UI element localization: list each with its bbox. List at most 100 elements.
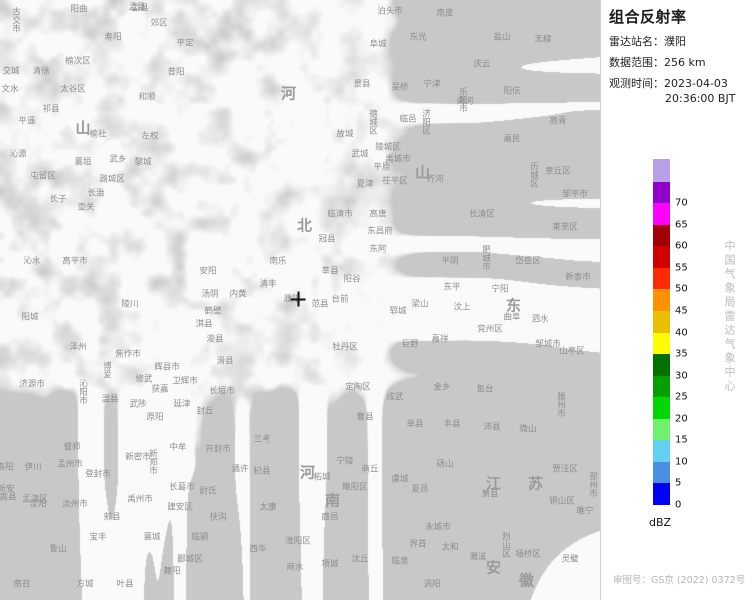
- map-place-label: 项城: [321, 559, 339, 570]
- map-place-label: 山亭区: [559, 346, 585, 357]
- map-place-label: 东昌府: [367, 226, 393, 237]
- map-place-label: 禹城市: [385, 154, 411, 165]
- colorbar-segment: [653, 396, 670, 419]
- map-place-label: 柘城: [313, 472, 331, 483]
- map-place-label: 界首: [409, 539, 427, 550]
- map-place-label: 莱芜区: [552, 222, 578, 233]
- map-place-label: 范县: [311, 299, 329, 310]
- map-place-label: 方城: [76, 579, 94, 590]
- colorbar-segment: [653, 461, 670, 484]
- map-place-label: 榆社: [89, 129, 107, 140]
- map-place-label: 登封市: [85, 469, 111, 480]
- map-place-label: 长葛市: [169, 482, 195, 493]
- map-place-label: 太谷区: [60, 84, 86, 95]
- map-place-label: 夏邑: [411, 484, 429, 495]
- map-place-label: 襄垣: [74, 157, 92, 168]
- map-place-label: 温县: [101, 394, 119, 405]
- map-place-label: 泊头市: [377, 6, 403, 17]
- map-place-label: 邳州市: [587, 472, 598, 498]
- map-place-label: 长治: [87, 188, 105, 199]
- map-place-label: 睢宁: [576, 506, 594, 517]
- map-place-label: 虞城: [391, 474, 409, 485]
- map-place-label: 太和: [441, 542, 459, 553]
- map-place-label: 陵城区: [375, 142, 401, 153]
- map-place-label: 兖州区: [477, 324, 503, 335]
- map-place-label: 景县: [353, 79, 371, 90]
- map-place-label: 汝阳: [29, 499, 47, 510]
- map-place-label: 牡丹区: [332, 342, 358, 353]
- radar-map-panel[interactable]: 阳曲 孟县 寿阳 盂县 郊区 平定 古交市 交城 文水 清徐 榆次区 太谷区 祁县 平遥 榆社 和顺 昔阳 左权武…: [0, 0, 600, 600]
- map-place-label: 阳谷: [343, 274, 361, 285]
- map-place-label: 铜山区: [549, 496, 575, 507]
- map-place-label: 兰考: [253, 434, 271, 445]
- map-place-label: 浚县: [206, 334, 224, 345]
- map-place-label: 济阳区: [420, 109, 431, 135]
- map-place-label: 商丘: [361, 464, 379, 475]
- map-province-label: 河: [280, 84, 298, 103]
- product-title: 组合反射率: [609, 8, 687, 26]
- map-place-label: 宝丰: [89, 532, 107, 543]
- map-place-label: 延津: [173, 399, 191, 410]
- map-place-label: 伊川: [24, 462, 42, 473]
- map-place-label: 章丘区: [545, 166, 571, 177]
- map-place-label: 古交市: [10, 7, 21, 33]
- map-place-label: 阳城: [21, 312, 39, 323]
- colorbar-segment: [653, 159, 670, 182]
- colorbar-tick: 70: [675, 197, 688, 209]
- radar-echo-canvas[interactable]: [0, 0, 600, 600]
- colorbar-segment: [653, 180, 670, 204]
- map-place-label: 开封市: [205, 444, 231, 455]
- map-place-label: 高青: [549, 116, 567, 127]
- colorbar-segment: [653, 224, 670, 247]
- map-place-label: 商河: [456, 96, 474, 107]
- colorbar-tick: 20: [675, 413, 688, 425]
- map-place-label: 南召: [13, 579, 31, 590]
- map-place-label: 丰县: [443, 419, 461, 430]
- colorbar-unit-label: dBZ: [649, 516, 672, 529]
- map-place-label: 和顺: [138, 92, 156, 103]
- colorbar-segment: [653, 482, 670, 505]
- map-place-label: 泽州: [69, 342, 87, 353]
- colorbar-tick: 45: [675, 305, 688, 317]
- map-place-label: 武城: [351, 149, 369, 160]
- map-province-label: 江: [485, 474, 503, 493]
- map-place-label: 卫辉市: [172, 376, 198, 387]
- map-place-label: 鹿邑: [321, 512, 339, 523]
- map-place-label: 昔阳: [167, 67, 185, 78]
- colorbar-tick: 35: [675, 348, 688, 360]
- map-place-label: 西华: [249, 544, 267, 555]
- map-place-label: 成武: [386, 392, 404, 403]
- map-place-label: 郓城: [389, 306, 407, 317]
- colorbar-tick: 25: [675, 391, 688, 403]
- map-place-label: 修武: [135, 374, 153, 385]
- map-place-label: 内黄: [229, 289, 247, 300]
- colorbar-tick: 65: [675, 219, 688, 231]
- map-place-label: 故城: [336, 129, 354, 140]
- map-province-label: 东: [505, 296, 523, 315]
- colorbar-tick: 5: [675, 477, 682, 489]
- map-place-label: 孟津区: [22, 494, 48, 505]
- colorbar-segment: [653, 202, 670, 225]
- map-place-label: 汤阴: [201, 289, 219, 300]
- map-place-label: 文水: [1, 84, 19, 95]
- map-place-label: 埇桥区: [515, 549, 541, 560]
- map-place-label: 平原: [373, 162, 391, 173]
- map-place-label: 原阳: [146, 412, 164, 423]
- map-place-label: 辉县市: [154, 362, 180, 373]
- map-place-label: 平阴: [441, 256, 459, 267]
- map-province-label: 北: [296, 216, 314, 235]
- map-place-label: 屯留区: [30, 171, 56, 182]
- map-place-label: 盂县: [131, 3, 149, 14]
- range-row: 数据范围：256 km: [609, 56, 706, 69]
- map-province-label: 河: [299, 463, 317, 482]
- map-place-label: 偃师: [63, 442, 81, 453]
- map-place-label: 鱼台: [476, 384, 494, 395]
- map-place-label: 汶上: [453, 302, 471, 313]
- map-place-label: 砀山: [436, 459, 454, 470]
- map-place-label: 清丰: [259, 279, 277, 290]
- map-place-label: 单县: [406, 419, 424, 430]
- map-place-label: 郊区: [150, 18, 168, 29]
- map-place-label: 汝州市: [62, 499, 88, 510]
- colorbar-segment: [653, 267, 670, 290]
- map-place-label: 平遥: [18, 116, 36, 127]
